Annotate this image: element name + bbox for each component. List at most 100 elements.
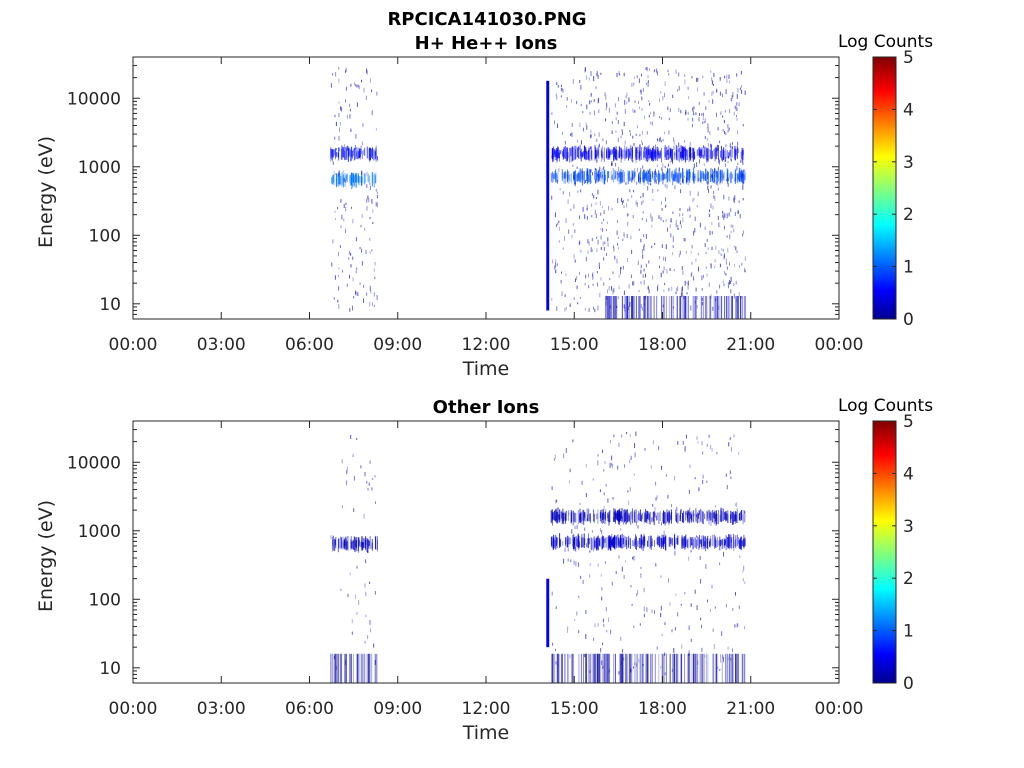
spectrogram-cell (662, 220, 664, 223)
spectrogram-cell (582, 207, 584, 212)
spectrogram-cell (635, 200, 637, 205)
spectrogram-cell (372, 477, 374, 480)
spectrogram-cell (622, 238, 624, 241)
spectrogram-cell (682, 168, 684, 183)
spectrogram-cell (340, 536, 342, 549)
spectrogram-cell (348, 257, 350, 260)
spectrogram-cell (647, 540, 648, 547)
spectrogram-cell (551, 509, 553, 521)
spectrogram-cell (578, 242, 580, 246)
spectrogram-cell (690, 603, 692, 607)
spectrogram-cell (592, 249, 593, 252)
spectrogram-cell (605, 653, 607, 683)
spectrogram-cell (725, 511, 727, 522)
spectrogram-cell (723, 540, 725, 547)
spectrogram-cell (558, 514, 560, 520)
spectrogram-cell (611, 286, 613, 291)
spectrogram-cell (660, 217, 662, 221)
spectrogram-cell (714, 505, 716, 508)
spectrogram-cell (555, 661, 557, 665)
spectrogram-cell (742, 539, 744, 547)
spectrogram-cell (597, 174, 599, 177)
spectrogram-cell (707, 170, 709, 180)
spectrogram-cell (661, 540, 663, 548)
spectrogram-cell (705, 251, 707, 254)
spectrogram-cell (640, 566, 642, 569)
x-tick-label: 18:00 (638, 699, 687, 719)
spectrogram-cell (652, 440, 654, 445)
spectrogram-cell (648, 170, 650, 174)
spectrogram-cell (669, 108, 671, 113)
spectrogram-cell (639, 177, 641, 182)
spectrogram-cell (364, 538, 366, 549)
spectrogram-cell (553, 146, 555, 161)
spectrogram-cell (716, 89, 718, 93)
spectrogram-cell (565, 537, 567, 546)
spectrogram-cell (742, 174, 744, 178)
spectrogram-cell (701, 441, 703, 446)
spectrogram-cell (735, 538, 737, 546)
spectrogram-cell (334, 210, 336, 213)
spectrogram-cell (728, 442, 730, 447)
spectrogram-cell (670, 218, 672, 223)
spectrogram-cell (648, 289, 650, 294)
spectrogram-cell (682, 270, 684, 275)
spectrogram-cell (744, 169, 746, 173)
spectrogram-cell (357, 537, 359, 552)
spectrogram-cell (691, 513, 693, 523)
spectrogram-cell (693, 163, 695, 169)
spectrogram-cell (707, 172, 709, 185)
spectrogram-cell (706, 147, 708, 163)
spectrogram-cell (694, 477, 696, 480)
spectrogram-cell (701, 288, 703, 291)
spectrogram-cell (347, 536, 349, 551)
spectrogram-cell (621, 434, 623, 438)
spectrogram-cell (645, 273, 646, 278)
spectrogram-cell (638, 511, 640, 520)
spectrogram-cell (662, 163, 664, 168)
spectrogram-cell (729, 437, 731, 441)
spectrogram-cell (605, 296, 607, 319)
spectrogram-cell (359, 150, 361, 160)
spectrogram-cell (660, 140, 662, 143)
spectrogram-cell (650, 111, 651, 115)
spectrogram-cell (671, 148, 672, 162)
spectrogram-cell (623, 121, 625, 127)
spectrogram-cell (618, 555, 620, 559)
spectrogram-cell (345, 660, 346, 665)
spectrogram-cell (665, 244, 667, 250)
spectrogram-cell (578, 514, 580, 522)
spectrogram-cell (647, 146, 649, 158)
spectrogram-cell (723, 511, 725, 520)
spectrogram-cell (730, 171, 732, 184)
spectrogram-cell (565, 273, 567, 276)
spectrogram-cell (609, 151, 611, 158)
spectrogram-cell (706, 510, 708, 522)
spectrogram-cell (709, 541, 710, 547)
spectrogram-cell (631, 249, 633, 254)
spectrogram-cell (681, 536, 683, 545)
x-tick-label: 00:00 (815, 699, 864, 719)
spectrogram-cell (671, 286, 673, 291)
spectrogram-cell (577, 302, 579, 305)
spectrogram-cell (582, 152, 584, 158)
spectrogram-cell (732, 512, 734, 525)
spectrogram-cell (744, 267, 746, 273)
spectrogram-cell (618, 509, 620, 523)
spectrogram-cell (717, 187, 719, 191)
spectrogram-cell (744, 172, 746, 180)
spectrogram-cell (603, 653, 604, 683)
spectrogram-cell (572, 439, 574, 443)
spectrogram-cell (371, 110, 373, 116)
spectrogram-cell (619, 173, 621, 177)
spectrogram-cell (672, 245, 674, 249)
spectrogram-cell (350, 146, 352, 157)
y-axis-label: Energy (eV) (35, 500, 57, 612)
spectrogram-cell (343, 146, 345, 158)
spectrogram-cell (352, 219, 354, 224)
spectrogram-cell (551, 112, 553, 115)
x-tick-label: 15:00 (550, 699, 599, 719)
spectrogram-cell (683, 147, 685, 152)
spectrogram-cell (670, 149, 672, 153)
spectrogram-cell (659, 153, 661, 158)
